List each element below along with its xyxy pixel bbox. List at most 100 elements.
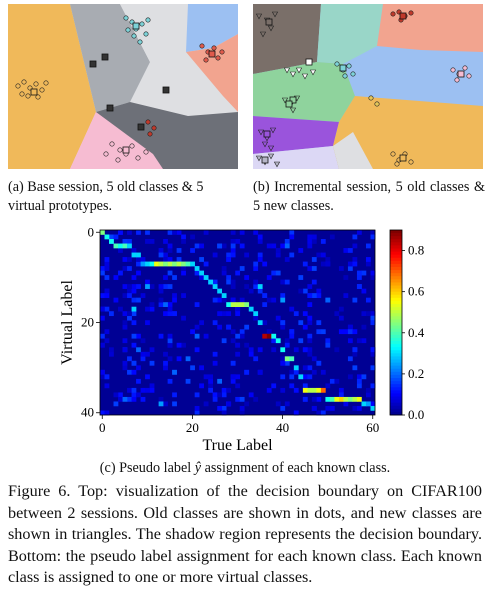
colorbar-tick-label: 0.8 <box>408 243 424 258</box>
heatmap-cell <box>347 248 353 253</box>
heatmap-cell <box>109 239 114 244</box>
heatmap-cell <box>239 329 245 335</box>
heatmap-cell <box>230 284 236 289</box>
prototype-square <box>265 18 273 26</box>
heatmap-cell <box>352 405 358 411</box>
colorbar-segment <box>390 267 402 271</box>
subfigure-caption-a: (a) Base session, 5 old classes & 5 virt… <box>8 179 204 214</box>
heatmap-cell <box>284 356 290 362</box>
heatmap-cell <box>217 243 223 249</box>
colorbar-segment <box>390 307 402 311</box>
heatmap-cell <box>127 311 132 317</box>
heatmap-cell <box>140 356 146 362</box>
colorbar-segment <box>390 251 402 256</box>
heatmap-cell <box>271 333 277 339</box>
heatmap-cell <box>122 243 128 249</box>
heatmap-cell <box>221 387 227 393</box>
heatmap-cell <box>289 369 295 375</box>
sample-dot <box>43 80 49 86</box>
heatmap-cell <box>131 333 137 339</box>
heatmap-cell <box>311 387 317 393</box>
heatmap-cell <box>302 324 308 330</box>
colorbar-segment <box>390 390 402 394</box>
heatmap-cell <box>365 392 371 398</box>
heatmap-cell <box>370 320 376 326</box>
heatmap-cell <box>172 311 177 317</box>
colorbar-segment <box>390 291 402 296</box>
heatmap-cell <box>127 396 132 402</box>
heatmap-cell <box>271 270 277 276</box>
sample-dot <box>143 149 149 155</box>
heatmap-cell <box>365 401 371 407</box>
heatmap-cell <box>181 270 186 276</box>
heatmap-cell <box>131 311 137 317</box>
decision-region <box>70 112 163 169</box>
heatmap-cell <box>280 243 286 249</box>
heatmap-cell <box>311 257 317 262</box>
heatmap-cell <box>271 243 277 249</box>
heatmap-cell <box>113 234 119 240</box>
heatmap-cell <box>275 338 281 344</box>
sample-triangle <box>267 25 275 32</box>
heatmap-cell <box>370 230 376 235</box>
colorbar-segment <box>390 396 402 400</box>
decision-region <box>333 96 483 169</box>
heatmap-cell <box>284 239 290 244</box>
colorbar-segment <box>390 378 402 382</box>
heatmap-cell <box>140 396 146 402</box>
decision-region <box>8 4 96 169</box>
heatmap-cell <box>280 374 286 380</box>
heatmap-cell <box>307 302 313 308</box>
heatmap-cell <box>316 396 322 402</box>
heatmap-cell <box>212 351 218 357</box>
heatmap-cell <box>356 284 362 289</box>
sample-dot <box>450 67 456 73</box>
sample-triangle <box>289 71 297 78</box>
heatmap-cell <box>212 360 218 366</box>
heatmap-cell <box>131 288 137 294</box>
heatmap-cell <box>127 288 132 294</box>
heatmap-cell <box>311 369 317 375</box>
prototype-square <box>289 96 297 104</box>
colorbar-segment <box>390 279 402 283</box>
heatmap-cell <box>167 257 173 262</box>
heatmap-cell <box>167 243 173 249</box>
heatmap-cell <box>113 392 119 398</box>
heatmap-cell <box>361 374 367 380</box>
heatmap-cell <box>203 230 209 235</box>
colorbar-segment <box>390 254 402 259</box>
heatmap-cell <box>167 302 173 308</box>
colorbar-segment <box>390 347 402 351</box>
sample-dot <box>390 11 396 17</box>
heatmap-cell <box>230 230 236 235</box>
heatmap-cell <box>307 320 313 326</box>
heatmap-cell <box>140 351 146 357</box>
heatmap-cell <box>199 270 204 276</box>
heatmap-cell <box>302 311 308 317</box>
colorbar-segment <box>390 368 402 373</box>
heatmap-cell <box>316 252 322 258</box>
heatmap-cell <box>334 347 340 353</box>
sample-triangle <box>269 127 277 134</box>
colorbar-segment <box>390 353 402 357</box>
heatmap-cell <box>316 288 322 294</box>
heatmap-cell <box>352 351 358 357</box>
heatmap-cell <box>145 261 150 267</box>
heatmap-cell <box>365 387 371 393</box>
x-tick-label: 40 <box>276 420 289 435</box>
sample-dot <box>139 21 145 27</box>
heatmap-cell <box>289 329 295 335</box>
heatmap-cell <box>172 293 177 298</box>
heatmap-cell <box>122 257 128 262</box>
heatmap-cell <box>257 288 263 294</box>
sample-triangle <box>267 145 275 152</box>
heatmap-cell <box>325 257 331 262</box>
heatmap-cell <box>356 270 362 276</box>
heatmap-cell <box>221 405 227 411</box>
heatmap-cell <box>118 270 123 276</box>
heatmap-cell <box>221 293 227 298</box>
heatmap-cell <box>149 306 155 312</box>
heatmap-cell <box>361 311 367 317</box>
heatmap-cell <box>131 320 137 326</box>
heatmap-cell <box>307 315 313 321</box>
